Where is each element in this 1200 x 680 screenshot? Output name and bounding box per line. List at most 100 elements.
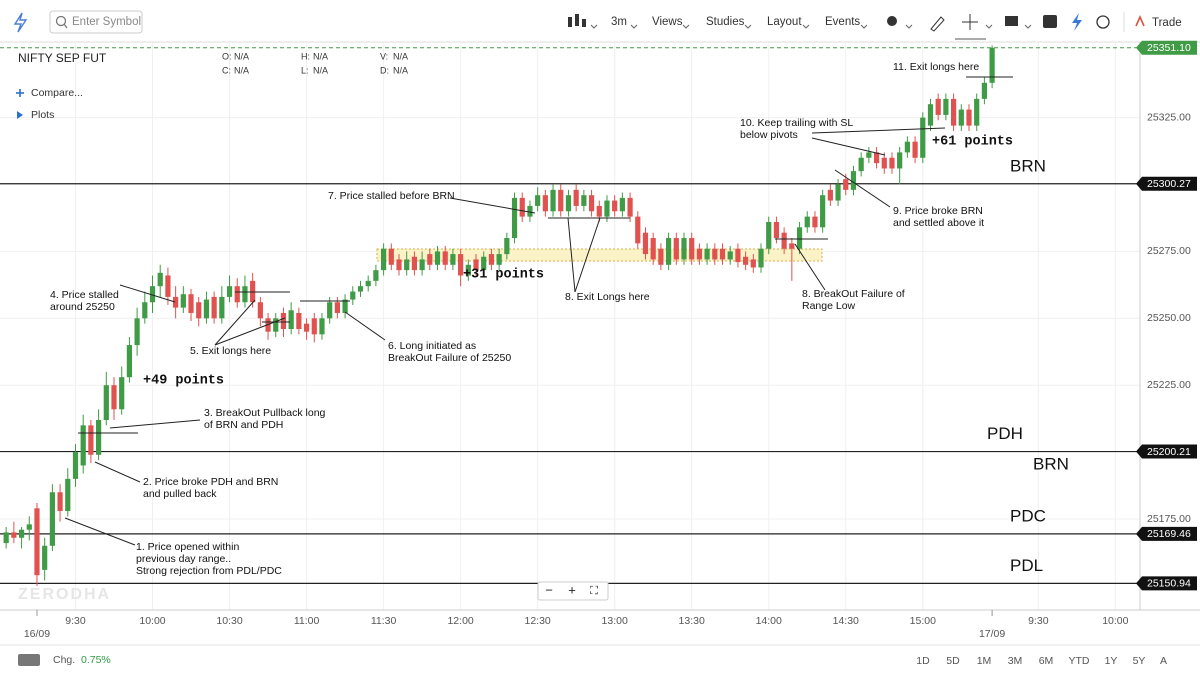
chart-type-icon[interactable] <box>568 14 586 27</box>
candle-body <box>820 195 826 228</box>
candle-body <box>496 254 502 265</box>
range-button[interactable]: 5D <box>946 655 960 667</box>
y-tick-label: 25225.00 <box>1147 379 1191 391</box>
candle-body <box>465 264 471 276</box>
candle-body <box>173 296 179 308</box>
annotation: previous day range.. <box>136 553 231 565</box>
candle-body <box>773 221 780 239</box>
candle-body <box>419 259 425 271</box>
candle-body <box>681 238 687 260</box>
candle-body <box>373 270 379 281</box>
candle-body <box>57 492 63 511</box>
candle-body <box>473 259 479 271</box>
candle-body <box>165 275 171 297</box>
candle-body <box>196 302 202 319</box>
x-tick-label: 10:30 <box>216 615 242 627</box>
crosshair-icon[interactable] <box>962 14 978 30</box>
candle-body <box>357 286 364 292</box>
draw-icon[interactable] <box>930 16 945 32</box>
plots-button[interactable]: Plots <box>31 109 54 121</box>
candle-body <box>288 310 294 330</box>
candle-body <box>827 189 833 201</box>
menu-button[interactable]: Events <box>825 16 860 28</box>
alert-icon[interactable] <box>1072 13 1082 31</box>
candle-body <box>665 238 672 265</box>
level-name: PDL <box>1010 556 1043 575</box>
compare-icon[interactable] <box>16 89 24 97</box>
x-tick-label: 11:00 <box>294 615 320 627</box>
candle-body <box>889 157 895 169</box>
price-tag <box>1136 526 1197 541</box>
compare-button[interactable]: Compare... <box>31 87 83 99</box>
range-button[interactable]: A <box>1160 655 1167 667</box>
range-button[interactable]: 6M <box>1039 655 1054 667</box>
annotation: 11. Exit longs here <box>893 61 979 73</box>
range-button[interactable]: YTD <box>1069 655 1090 667</box>
range-button[interactable]: 1M <box>977 655 992 667</box>
keyboard-icon[interactable] <box>18 654 40 666</box>
trade-button[interactable]: Trade <box>1152 17 1182 29</box>
watermark: ZERODHA <box>18 586 111 603</box>
candle-body <box>126 345 133 378</box>
interval-button[interactable]: 3m <box>611 16 627 28</box>
candle-body <box>604 200 610 217</box>
y-tick-label: 25175.00 <box>1147 513 1191 525</box>
price-tag-label: 25200.21 <box>1147 446 1191 458</box>
annotation: 10. Keep trailing with SL <box>740 117 853 129</box>
annotation: BreakOut Failure of 25250 <box>388 352 511 364</box>
points-label: +49 points <box>143 374 224 389</box>
candle-body <box>766 221 772 249</box>
menu-button[interactable]: Studies <box>706 16 745 28</box>
candle-body <box>65 478 71 511</box>
zoom-in[interactable]: + <box>568 582 576 597</box>
refresh-icon[interactable] <box>1096 15 1110 29</box>
range-button[interactable]: 3M <box>1008 655 1023 667</box>
price-tag-label: 25351.10 <box>1147 42 1191 54</box>
plots-icon[interactable] <box>17 111 23 119</box>
menu-button[interactable]: Views <box>652 16 683 28</box>
candle-body <box>88 425 94 455</box>
x-tick-label: 14:30 <box>833 615 859 627</box>
price-tag-label: 25150.94 <box>1147 578 1191 590</box>
candle-body <box>157 272 163 287</box>
candle-body <box>789 243 795 249</box>
candle-body <box>843 179 849 190</box>
annotation: below pivots <box>740 129 798 141</box>
candle-body <box>142 302 148 319</box>
search-icon <box>55 15 67 27</box>
candle-body <box>519 197 525 217</box>
candle-body <box>434 251 441 265</box>
annotation-leaders <box>64 76 1013 546</box>
zoom-out[interactable]: − <box>545 582 553 597</box>
price-tag <box>1136 176 1197 191</box>
candle-body <box>211 296 217 319</box>
comment-icon[interactable] <box>1005 16 1018 26</box>
range-button[interactable]: 1D <box>916 655 930 667</box>
candle-body <box>342 299 348 313</box>
trade-icon[interactable] <box>1135 15 1145 27</box>
zoom-reset[interactable]: ⛶ <box>590 585 598 597</box>
x-tick-label: 12:30 <box>525 615 551 627</box>
candle-body <box>573 189 579 206</box>
settings-icon[interactable] <box>887 16 897 26</box>
candle-body <box>488 254 495 265</box>
search-box[interactable] <box>49 10 143 34</box>
candle-body <box>442 251 448 265</box>
ohlc-value: N/A <box>393 65 408 75</box>
candle-body <box>781 232 787 249</box>
panel-icon[interactable] <box>1043 15 1057 28</box>
candle-body <box>103 385 109 420</box>
candle-body <box>558 189 564 212</box>
candle-body <box>319 318 325 335</box>
annotation: 2. Price broke PDH and BRN <box>143 476 278 488</box>
range-button[interactable]: 1Y <box>1105 655 1118 667</box>
candle-body <box>42 545 48 570</box>
candle-body <box>273 318 279 332</box>
candle-body <box>612 200 618 212</box>
candle-body <box>334 302 340 313</box>
ohlc-label: V: <box>380 51 388 61</box>
logo-icon[interactable] <box>13 12 28 33</box>
menu-button[interactable]: Layout <box>767 16 802 28</box>
range-button[interactable]: 5Y <box>1133 655 1146 667</box>
candle-body <box>735 248 741 263</box>
